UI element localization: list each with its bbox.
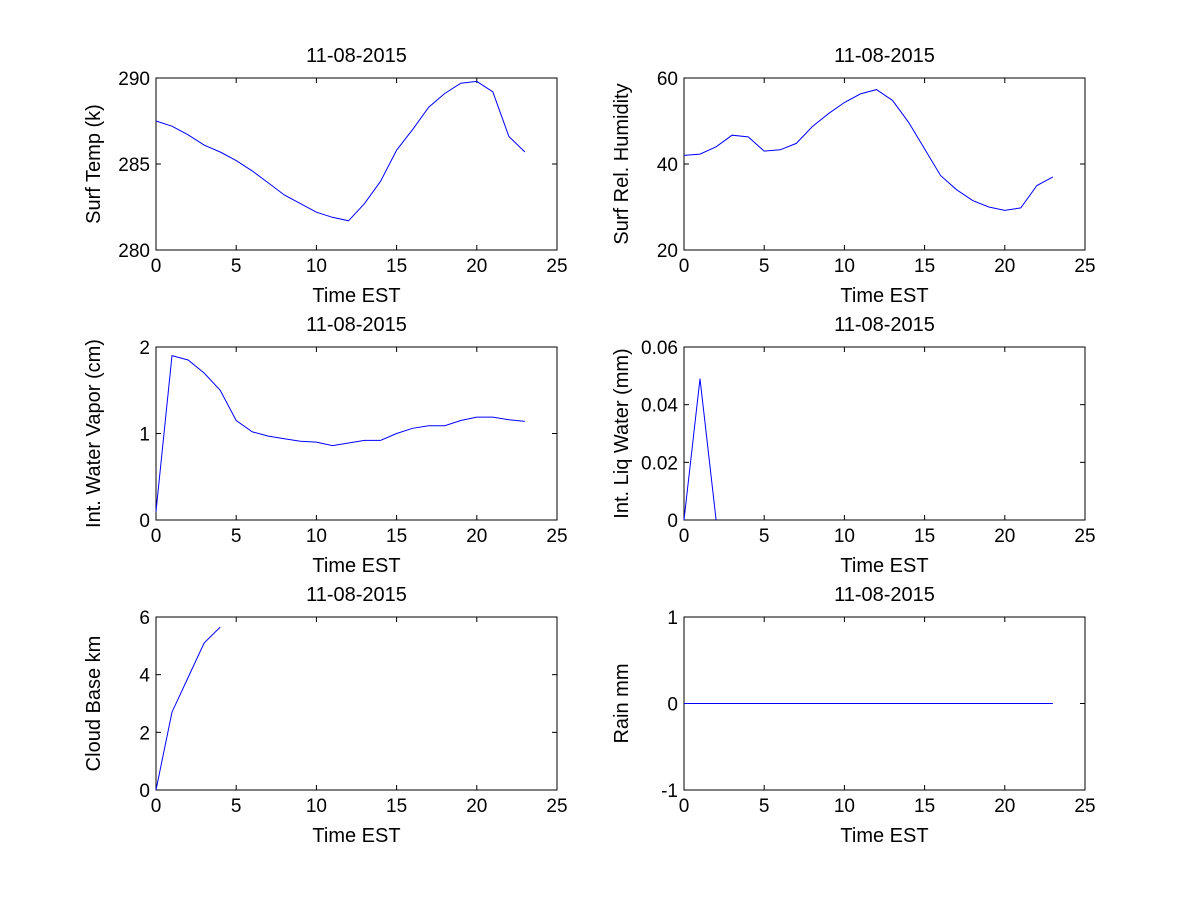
plot-title: 11-08-2015 — [834, 584, 935, 606]
x-tick-label: 20 — [994, 526, 1015, 547]
x-axis-label: Time EST — [312, 285, 400, 307]
x-tick-label: 25 — [1074, 796, 1095, 817]
x-tick-label: 5 — [759, 256, 770, 277]
x-tick-label: 15 — [914, 796, 935, 817]
x-tick-label: 5 — [231, 526, 242, 547]
y-tick-label: 1 — [139, 425, 150, 446]
series-line — [683, 378, 717, 521]
y-tick-label: 0 — [667, 695, 678, 716]
subplot-3: 0 5 10 15 20 25 0 1 2 11-08-2015 Time EST Int. Wate… — [83, 314, 568, 577]
x-tick-label: 10 — [306, 256, 327, 277]
y-tick-label: 290 — [118, 69, 150, 90]
x-tick-label: 5 — [231, 256, 242, 277]
y-tick-label: 1 — [667, 608, 678, 629]
series-line — [155, 626, 221, 791]
y-tick-label: 6 — [139, 608, 150, 629]
y-tick-label: 0 — [139, 781, 150, 802]
x-tick-label: 15 — [914, 526, 935, 547]
x-tick-label: 0 — [151, 526, 162, 547]
y-tick-label: 0 — [139, 511, 150, 532]
x-tick-label: 0 — [151, 256, 162, 277]
x-tick-label: 25 — [546, 796, 567, 817]
plot-title: 11-08-2015 — [306, 314, 407, 336]
y-tick-label: 2 — [139, 723, 150, 744]
x-tick-label: 15 — [386, 526, 407, 547]
x-tick-label: 5 — [759, 796, 770, 817]
x-tick-label: 15 — [386, 796, 407, 817]
y-tick-label: 40 — [657, 155, 678, 176]
y-axis-label: Int. Water Vapor (cm) — [83, 339, 105, 528]
y-axis-label: Cloud Base km — [83, 636, 105, 772]
subplot-4: 0 5 10 15 20 25 0 0.02 0.04 0.06 11-08-2015 Time ES… — [611, 314, 1096, 577]
series-line — [683, 89, 1054, 211]
x-tick-label: 15 — [386, 256, 407, 277]
plot-title: 11-08-2015 — [306, 45, 407, 67]
y-axis-label: Surf Rel. Humidity — [611, 83, 633, 244]
y-tick-label: 0.02 — [641, 453, 678, 474]
subplot-1: 0 5 10 15 20 25 280 285 290 11-08-2015 Time EST Sur… — [83, 45, 568, 307]
x-tick-label: 25 — [546, 256, 567, 277]
x-axis-label: Time EST — [312, 555, 400, 577]
x-tick-label: 0 — [679, 256, 690, 277]
y-tick-label: 60 — [657, 69, 678, 90]
subplot-2: 0 5 10 15 20 25 20 40 60 11-08-2015 Time EST Surf R… — [611, 45, 1096, 307]
x-tick-label: 20 — [466, 526, 487, 547]
x-tick-label: 25 — [546, 526, 567, 547]
y-tick-label: 285 — [118, 155, 150, 176]
y-axis-label: Rain mm — [611, 663, 633, 743]
y-tick-label: 20 — [657, 241, 678, 262]
y-tick-label: -1 — [661, 781, 678, 802]
x-tick-label: 10 — [834, 796, 855, 817]
y-axis-label: Surf Temp (k) — [83, 104, 105, 224]
x-tick-label: 10 — [834, 526, 855, 547]
x-tick-label: 15 — [914, 256, 935, 277]
x-tick-label: 0 — [679, 796, 690, 817]
y-tick-label: 0.06 — [641, 338, 678, 359]
plot-title: 11-08-2015 — [834, 314, 935, 336]
subplot-5: 0 5 10 15 20 25 0 2 4 6 11-08-2015 Time EST Cloud Ba… — [83, 584, 568, 847]
x-tick-label: 25 — [1074, 526, 1095, 547]
x-tick-label: 10 — [306, 526, 327, 547]
x-tick-label: 5 — [759, 526, 770, 547]
plot-area — [155, 77, 558, 251]
x-tick-label: 20 — [466, 256, 487, 277]
x-tick-label: 10 — [306, 796, 327, 817]
x-tick-label: 0 — [151, 796, 162, 817]
plot-area — [683, 346, 1086, 521]
x-axis-label: Time EST — [840, 285, 928, 307]
x-tick-label: 10 — [834, 256, 855, 277]
plot-area — [155, 616, 558, 791]
x-tick-label: 5 — [231, 796, 242, 817]
x-tick-label: 20 — [466, 796, 487, 817]
y-tick-label: 280 — [118, 241, 150, 262]
plot-title: 11-08-2015 — [306, 584, 407, 606]
y-tick-label: 2 — [139, 338, 150, 359]
x-axis-label: Time EST — [840, 555, 928, 577]
x-tick-label: 20 — [994, 256, 1015, 277]
plot-area — [683, 77, 1086, 251]
plot-title: 11-08-2015 — [834, 45, 935, 67]
series-line — [155, 354, 525, 512]
series-line — [155, 80, 526, 222]
x-axis-label: Time EST — [840, 825, 928, 847]
x-tick-label: 20 — [994, 796, 1015, 817]
x-tick-label: 0 — [679, 526, 690, 547]
y-tick-label: 0 — [667, 511, 678, 532]
y-tick-label: 4 — [139, 666, 150, 687]
plot-area — [155, 346, 558, 521]
y-tick-label: 0.04 — [641, 396, 678, 417]
x-axis-label: Time EST — [312, 825, 400, 847]
y-axis-label: Int. Liq Water (mm) — [611, 348, 633, 518]
x-tick-label: 25 — [1074, 256, 1095, 277]
